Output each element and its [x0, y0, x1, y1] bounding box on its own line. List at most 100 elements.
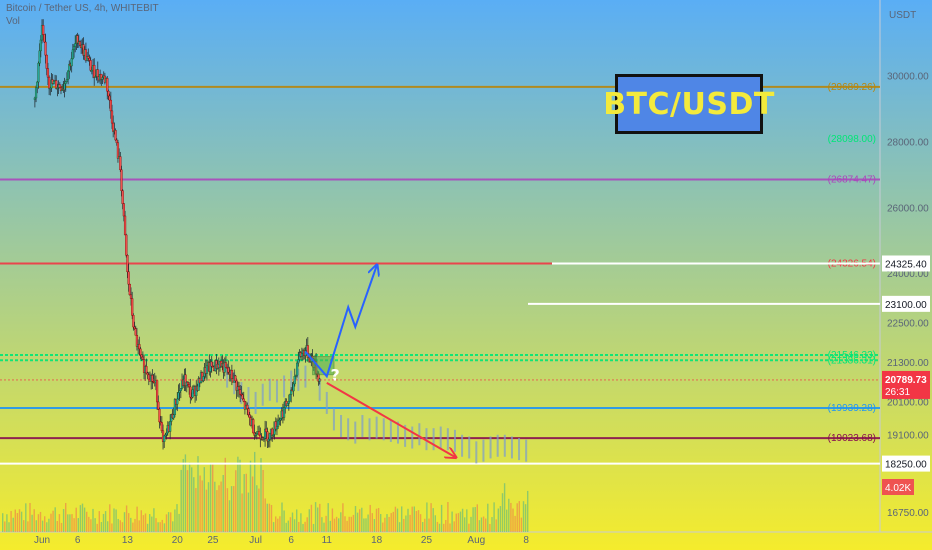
volume-bar	[371, 513, 373, 532]
volume-bar	[302, 523, 304, 532]
candle-body	[267, 438, 270, 442]
x-tick-label: 25	[421, 535, 433, 546]
volume-bar	[277, 518, 279, 532]
volume-bar	[392, 511, 394, 532]
candle-body	[205, 365, 209, 374]
volume-bar	[23, 520, 25, 532]
volume-bar	[270, 504, 273, 532]
volume-bar	[83, 507, 86, 532]
candle-body	[45, 54, 48, 69]
candle-body	[74, 43, 77, 47]
volume-bar	[348, 516, 350, 532]
candle-body	[147, 374, 150, 380]
candle-body	[191, 389, 194, 398]
volume-bar	[73, 518, 75, 532]
volume-bar	[249, 460, 252, 532]
volume-bar	[201, 480, 203, 532]
volume-bar	[125, 505, 128, 532]
volume-bar	[16, 513, 19, 532]
volume-bar	[354, 506, 357, 532]
volume-bar	[48, 518, 50, 532]
volume-bar	[300, 513, 302, 532]
ghost-bar	[290, 370, 293, 393]
volume-bar	[25, 503, 27, 532]
volume-bar	[468, 523, 470, 532]
volume-bar	[71, 514, 73, 532]
candle-body	[125, 234, 128, 256]
candle-body	[139, 348, 142, 356]
volume-bar	[41, 520, 44, 532]
volume-bar	[191, 467, 193, 532]
candle-body	[223, 362, 226, 373]
volume-bar	[464, 517, 466, 532]
candle-body	[33, 97, 36, 100]
candle-body	[224, 362, 228, 368]
volume-bar	[254, 451, 256, 532]
volume-bar	[516, 503, 518, 532]
candle-body	[34, 87, 38, 99]
volume-bar	[419, 514, 422, 532]
candle-body	[296, 362, 299, 376]
candle-body	[141, 356, 144, 360]
volume-bar	[424, 518, 426, 532]
volume-bar	[79, 505, 82, 532]
candle-body	[239, 389, 242, 395]
candle-body	[72, 46, 76, 51]
candle-body	[96, 69, 99, 77]
volume-bar	[96, 523, 98, 532]
candle-body	[127, 271, 130, 285]
candle-body	[65, 79, 69, 82]
candle-body	[246, 404, 249, 409]
volume-badge-label: 4.02K	[885, 483, 911, 494]
candle-body	[64, 81, 67, 84]
volume-bar	[230, 486, 233, 532]
price-box-label: 23100.00	[885, 300, 927, 311]
candle-body	[156, 380, 159, 403]
candle-body	[188, 384, 191, 388]
volume-bar	[258, 488, 260, 532]
volume-bar	[298, 521, 300, 532]
volume-bar	[174, 509, 176, 532]
ghost-bar	[411, 426, 414, 449]
ghost-bar	[325, 391, 328, 414]
ghost-bar	[468, 436, 471, 459]
volume-bar	[235, 470, 237, 532]
volume-bar	[514, 515, 516, 532]
volume-bar	[132, 522, 134, 532]
y-tick-label: 19100.00	[887, 431, 929, 442]
candle-body	[140, 354, 143, 358]
candle-body	[134, 328, 137, 336]
y-tick-label: 28000.00	[887, 137, 929, 148]
volume-bar	[377, 507, 380, 532]
candle-body	[78, 41, 82, 46]
volume-bar	[405, 515, 407, 532]
volume-bar	[216, 490, 218, 532]
candle-body	[300, 353, 303, 357]
candle-body	[227, 367, 230, 373]
volume-bar	[272, 522, 275, 532]
volume-bar	[157, 522, 159, 532]
candle-body	[63, 83, 66, 91]
ghost-bar	[439, 426, 442, 449]
volume-bar	[256, 485, 258, 532]
volume-bar	[508, 498, 510, 532]
volume-bar	[123, 512, 126, 532]
candle-body	[115, 139, 118, 143]
volume-bar	[478, 520, 481, 532]
volume-bar	[403, 518, 405, 532]
volume-bar	[428, 518, 430, 532]
volume-bar	[275, 516, 277, 532]
volume-bar	[396, 508, 399, 532]
y-tick-label: 20100.00	[887, 398, 929, 409]
volume-bar	[466, 509, 468, 532]
volume-bar	[369, 504, 371, 532]
volume-bar	[140, 510, 142, 532]
volume-bar	[474, 507, 476, 532]
x-tick-label: 6	[75, 535, 81, 546]
volume-bar	[136, 506, 138, 532]
x-tick-label: Jul	[249, 535, 262, 546]
level-label: (29689.26)	[828, 82, 876, 93]
candle-body	[116, 142, 120, 159]
